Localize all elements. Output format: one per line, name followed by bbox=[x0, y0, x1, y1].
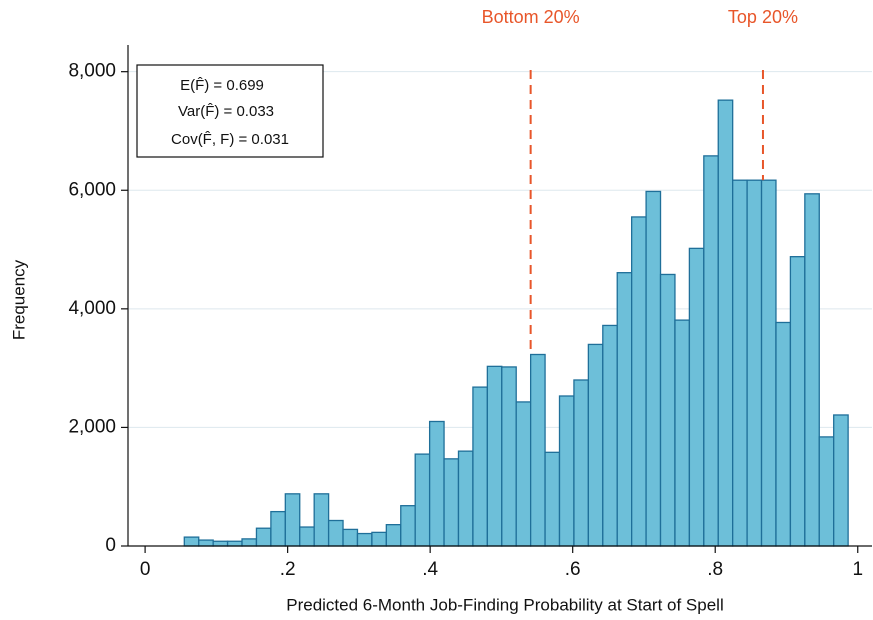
x-tick-label: .6 bbox=[565, 559, 581, 580]
bar bbox=[616, 272, 633, 547]
bar bbox=[804, 193, 820, 547]
bar bbox=[313, 493, 330, 547]
bar bbox=[515, 401, 532, 547]
bar bbox=[356, 532, 373, 547]
bar bbox=[501, 366, 517, 547]
bars bbox=[183, 99, 849, 547]
bar bbox=[486, 365, 503, 547]
y-axis-label: Frequency bbox=[9, 259, 28, 340]
y-tick-label: 6,000 bbox=[68, 179, 116, 200]
axes: 0 2,000 4,000 6,000 8,000 0 .2 .4 .6 .8 1 bbox=[68, 45, 872, 580]
bar bbox=[631, 216, 647, 547]
bar bbox=[342, 528, 359, 547]
y-tick-label: 0 bbox=[105, 535, 116, 556]
bar bbox=[573, 379, 590, 547]
annotation: Var(F̂) = 0.033 bbox=[178, 102, 274, 119]
bar bbox=[198, 539, 214, 547]
bar bbox=[400, 505, 416, 547]
x-tick-label: 0 bbox=[140, 559, 151, 580]
bar bbox=[284, 493, 301, 547]
bar bbox=[212, 540, 229, 547]
bar bbox=[760, 179, 777, 547]
bar bbox=[183, 536, 200, 547]
bar bbox=[327, 519, 344, 547]
bar bbox=[833, 414, 849, 547]
x-tick-label: .8 bbox=[707, 559, 723, 580]
bar bbox=[775, 321, 792, 547]
x-tick-label: .2 bbox=[280, 559, 296, 580]
bar bbox=[428, 420, 445, 547]
bar bbox=[717, 99, 734, 547]
bar bbox=[226, 540, 243, 547]
annotation: Cov(F̂, F) = 0.031 bbox=[171, 130, 289, 147]
bar bbox=[645, 190, 662, 547]
bar bbox=[299, 526, 315, 547]
reference-label: Bottom 20% bbox=[482, 7, 580, 27]
bar bbox=[270, 510, 286, 547]
bar bbox=[674, 319, 691, 547]
bar bbox=[602, 324, 618, 547]
bar bbox=[443, 458, 460, 547]
y-tick-label: 8,000 bbox=[68, 61, 116, 82]
bar bbox=[414, 453, 431, 547]
bar bbox=[818, 436, 835, 547]
bar bbox=[587, 343, 604, 547]
bar bbox=[703, 155, 719, 547]
reference-label: Top 20% bbox=[728, 7, 798, 27]
y-tick-label: 2,000 bbox=[68, 416, 116, 437]
bar bbox=[371, 531, 387, 547]
y-tick-label: 4,000 bbox=[68, 298, 116, 319]
x-axis-label: Predicted 6-Month Job-Finding Probabilit… bbox=[286, 595, 724, 614]
bar bbox=[732, 179, 748, 547]
bar bbox=[544, 451, 561, 547]
bar bbox=[558, 395, 575, 547]
annotation-box bbox=[136, 64, 324, 158]
bar bbox=[241, 538, 258, 547]
bar bbox=[659, 273, 676, 547]
bar bbox=[529, 353, 546, 547]
x-tick-label: .4 bbox=[422, 559, 438, 580]
bar bbox=[255, 527, 272, 547]
bar bbox=[789, 256, 806, 547]
bar bbox=[688, 247, 705, 547]
bar bbox=[472, 386, 489, 547]
x-tick-label: 1 bbox=[852, 559, 863, 580]
annotation: E(F̂) = 0.699 bbox=[180, 76, 264, 93]
bar bbox=[457, 450, 474, 547]
bar bbox=[746, 179, 763, 547]
bar bbox=[385, 524, 402, 547]
